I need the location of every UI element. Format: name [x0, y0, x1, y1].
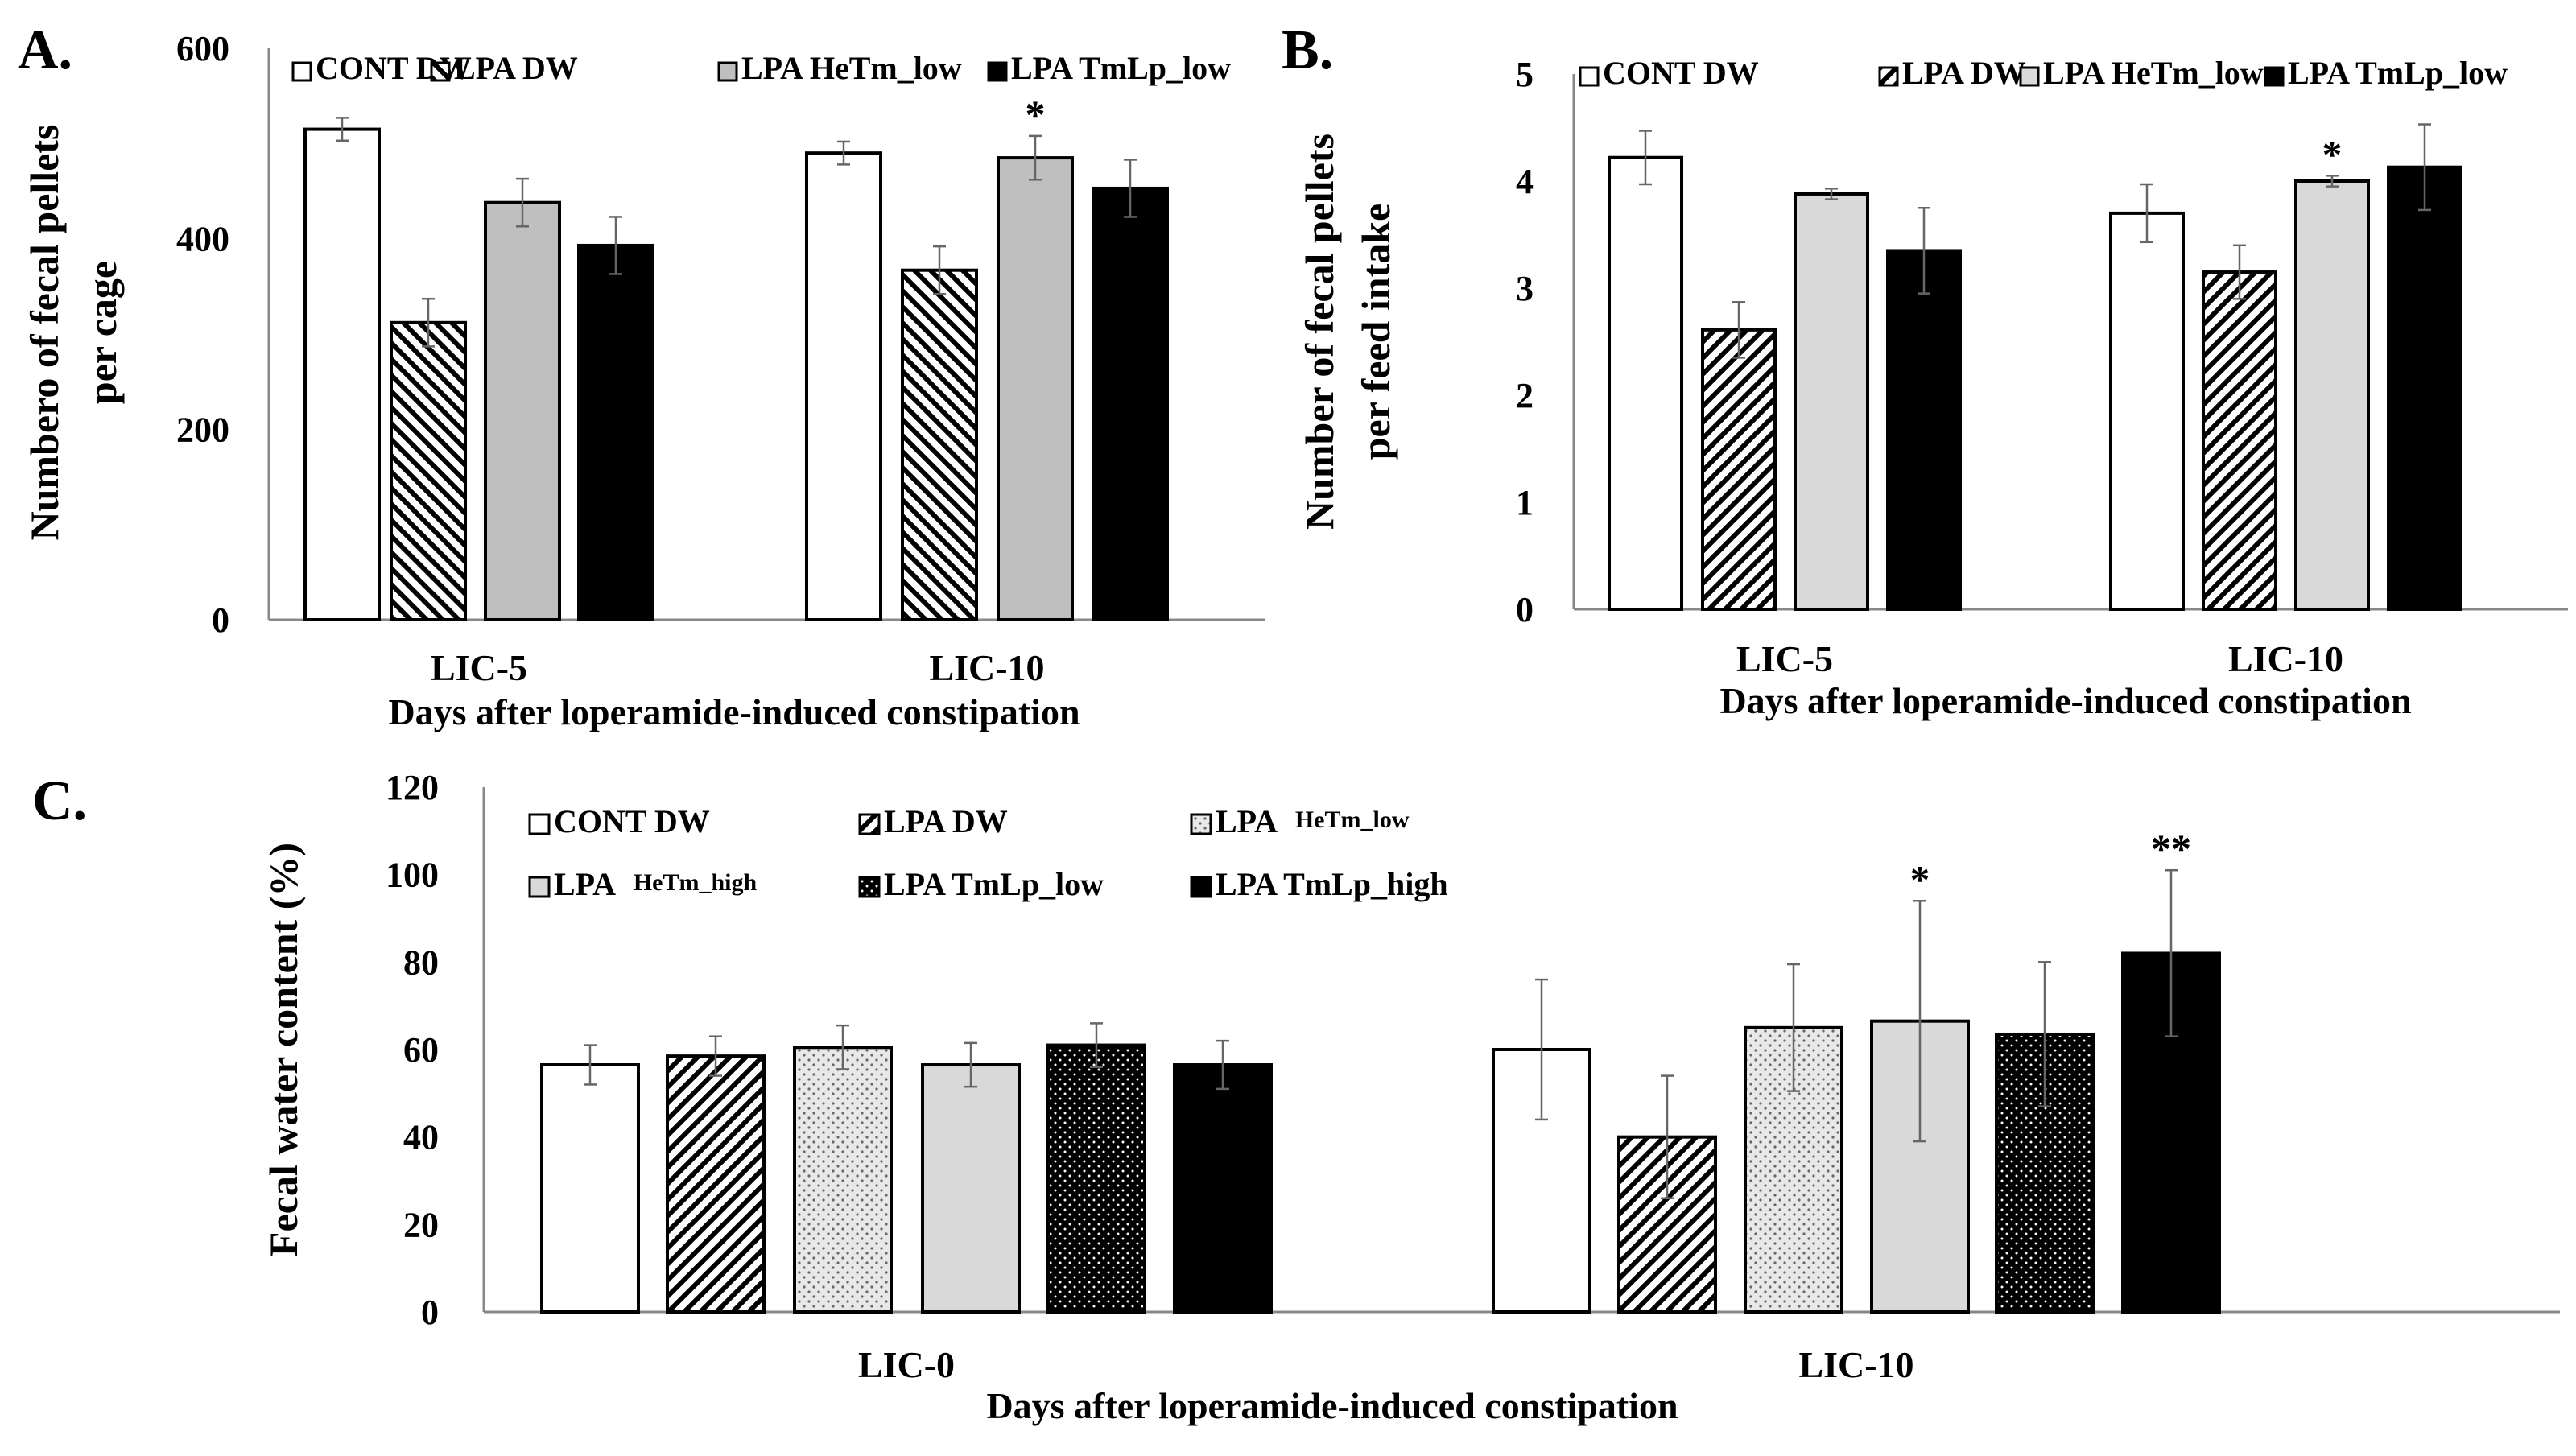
panel-c-label: C.	[32, 770, 87, 832]
panel-c-legend-label: LPA HeTm_high	[554, 866, 757, 902]
panel-b-y-tick-label: 3	[1516, 269, 1534, 308]
panel-b-y-tick-label: 2	[1516, 376, 1534, 415]
panel-c-y-tick-label: 0	[421, 1293, 439, 1332]
panel-a-y-tick-label: 200	[176, 410, 229, 449]
panel-b-bar	[2294, 179, 2370, 611]
panel-a-y-tick-label: 600	[176, 29, 229, 68]
panel-b-y-tick-label: 5	[1516, 55, 1534, 94]
panel-a-bar	[303, 127, 381, 622]
panel-b-significance-marker: *	[2322, 131, 2343, 176]
panel-b-y-tick-label: 1	[1516, 483, 1534, 522]
panel-c-legend-label: CONT DW	[554, 803, 710, 839]
panel-a-legend-swatch	[430, 61, 451, 82]
panel-c-legend-label-subscript: HeTm_low	[1295, 806, 1410, 833]
panel-b-legend-swatch	[1878, 66, 1899, 87]
panel-b-bar	[2387, 165, 2462, 611]
panel-b-y-axis-label: Number of fecal pellets	[1297, 134, 1342, 530]
panel-c-y-tick-label: 80	[403, 942, 439, 982]
panel-b-legend-swatch	[1579, 66, 1600, 87]
panel-c-y-tick-label: 60	[403, 1030, 439, 1070]
panel-b-bar	[2109, 211, 2185, 611]
panel-c-legend-swatch	[1190, 813, 1212, 835]
panel-a-bar	[1092, 186, 1169, 621]
panel-b-category-label: LIC-10	[2228, 638, 2343, 679]
panel-a-legend-swatch	[717, 61, 738, 82]
panel-a-significance-marker: *	[1026, 92, 1046, 137]
panel-c-y-axis-label: Fecal water content (%)	[261, 843, 306, 1256]
panel-a-bar	[390, 320, 467, 621]
panel-b-legend-swatch	[2264, 66, 2285, 87]
panel-b-bar	[1608, 155, 1683, 612]
panel-c-chart: C. 0 20 40 60 80 100 120 Fecal water content (%…	[32, 768, 2560, 1426]
panel-c-legend-label: LPA TmLp_low	[884, 866, 1104, 902]
panel-a-y-tick-label: 0	[212, 600, 229, 640]
panel-a-legend-label: LPA TmLp_low	[1011, 50, 1231, 86]
panel-c-category-label: LIC-0	[858, 1344, 955, 1385]
panel-b-legend-label: LPA DW	[1902, 55, 2026, 91]
panel-c-legend-swatch	[528, 813, 551, 835]
panel-c-legend-label: LPA TmLp_high	[1216, 866, 1448, 902]
panel-a-legend-label: LPA DW	[454, 50, 578, 86]
panel-a-chart: A. 0 200 400 600 Numbero of fecal pellets per…	[18, 19, 1265, 732]
panel-c-y-tick-label: 40	[403, 1118, 439, 1157]
panel-b-bar	[1886, 249, 1962, 611]
panel-b-y-tick-label: 0	[1516, 590, 1534, 629]
panel-b-y-tick-label: 4	[1516, 162, 1534, 201]
panel-b-bar	[1701, 328, 1777, 611]
panel-c-significance-marker: *	[1910, 856, 1930, 901]
panel-c-legend-label: LPA DW	[884, 803, 1008, 839]
panel-a-category-label: LIC-10	[929, 647, 1044, 688]
panel-c-bar	[1046, 1043, 1146, 1314]
panel-c-bar	[921, 1063, 1021, 1314]
panel-c-legend-label: LPA HeTm_low	[1216, 803, 1410, 839]
panel-c-legend-label-subscript: HeTm_high	[634, 869, 758, 896]
panel-c-legend-swatch	[858, 876, 881, 898]
panel-a-bar	[577, 243, 654, 621]
panel-a-x-axis-label: Days after loperamide-induced constipati…	[388, 691, 1080, 732]
panel-a-y-axis-label: per cage	[80, 261, 125, 404]
panel-b-y-axis-label: per feed intake	[1353, 204, 1398, 460]
panel-c-y-tick-label: 100	[386, 856, 439, 895]
panel-b-legend-label: LPA TmLp_low	[2288, 55, 2508, 91]
panel-c-legend-swatch	[858, 813, 881, 835]
panel-b-bar	[2202, 270, 2277, 611]
panel-c-bar	[666, 1054, 766, 1314]
panel-a-legend-label: LPA HeTm_low	[741, 50, 962, 86]
panel-b-label: B.	[1282, 19, 1333, 81]
panel-a-category-label: LIC-5	[431, 647, 527, 688]
panel-c-legend-swatch	[528, 876, 551, 898]
panel-c-x-axis-label: Days after loperamide-induced constipati…	[986, 1385, 1678, 1426]
panel-a-bar	[901, 268, 978, 621]
panel-c-y-tick-label: 20	[403, 1205, 439, 1244]
panel-b-bar	[1794, 192, 1869, 611]
panel-a-bar	[805, 151, 882, 621]
panel-b-x-axis-label: Days after loperamide-induced constipati…	[1719, 680, 2411, 721]
panel-c-category-label: LIC-10	[1798, 1344, 1913, 1385]
panel-b-chart: B. 0 1 2 3 4 5 Number of fecal pellets per feed…	[1282, 19, 2568, 721]
panel-a-y-tick-label: 400	[176, 220, 229, 259]
panel-b-legend-label: CONT DW	[1603, 55, 1759, 91]
panel-c-legend-swatch	[1190, 876, 1212, 898]
panel-a-legend-swatch	[291, 61, 312, 82]
panel-c-bar	[1173, 1063, 1273, 1314]
panel-c-bar	[793, 1046, 893, 1314]
panel-a-y-axis-label: Numbero of fecal pellets	[22, 124, 67, 540]
panel-c-y-tick-label: 120	[386, 768, 439, 807]
panel-a-label: A.	[18, 19, 72, 81]
panel-a-bar	[484, 200, 561, 621]
panel-c-bar	[540, 1063, 640, 1314]
panel-b-legend-label: LPA HeTm_low	[2043, 55, 2264, 91]
panel-b-legend-swatch	[2019, 66, 2040, 87]
panel-b-category-label: LIC-5	[1736, 638, 1833, 679]
panel-a-legend-swatch	[987, 61, 1008, 82]
panel-c-significance-marker: **	[2151, 826, 2191, 871]
panel-a-bar	[997, 156, 1074, 622]
